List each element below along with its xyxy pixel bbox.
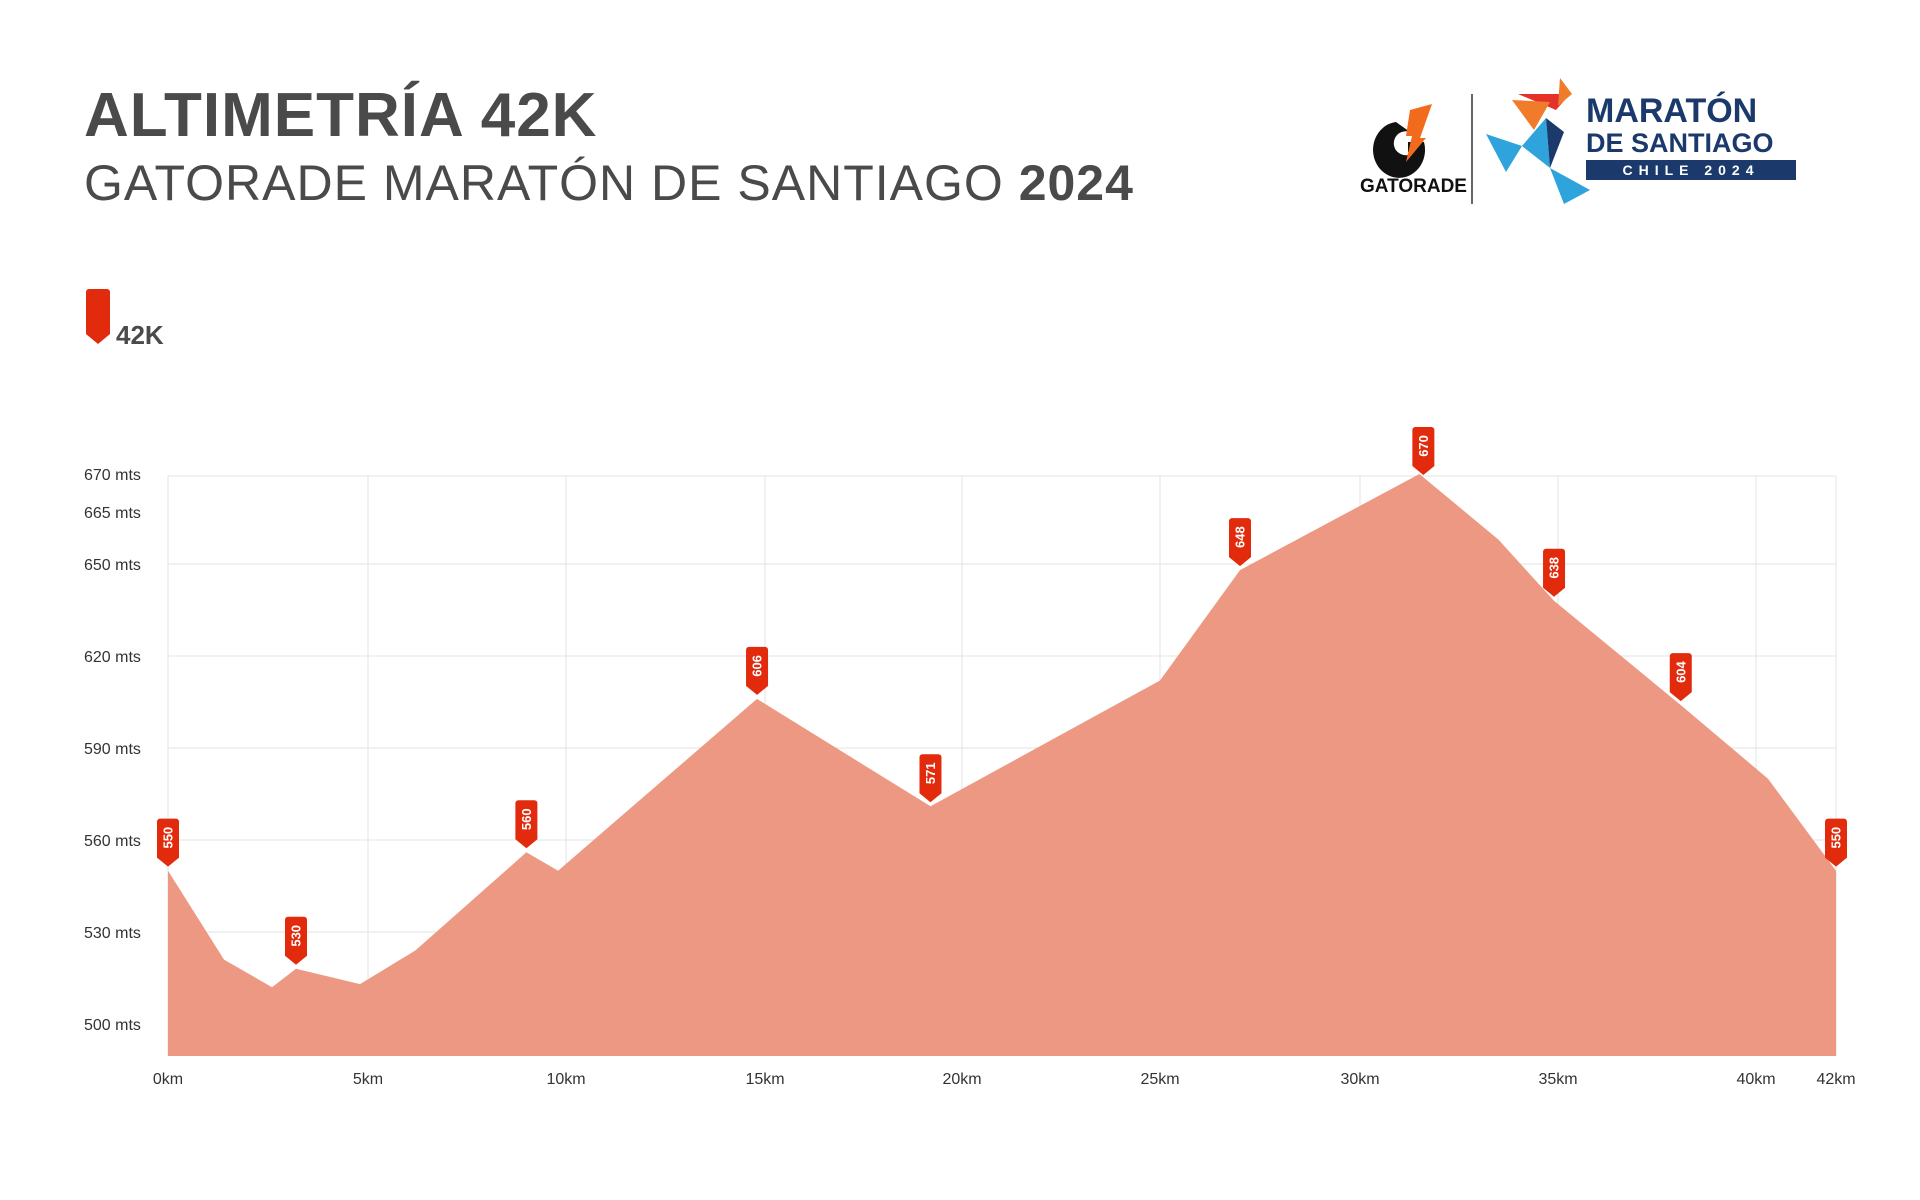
elevation-marker: 604 [1669, 653, 1692, 702]
elevation-marker-label: 550 [1829, 827, 1844, 849]
x-tick-label: 40km [1736, 1071, 1775, 1088]
elevation-marker-label: 638 [1547, 557, 1562, 579]
y-tick-label: 665 mts [84, 505, 141, 522]
maraton-wordmark-line3: CHILE 2024 [1622, 162, 1759, 178]
y-tick-label: 500 mts [84, 1017, 141, 1034]
chart-subtitle: GATORADE MARATÓN DE SANTIAGO 2024 [84, 152, 1134, 214]
elevation-marker: 550 [157, 818, 179, 867]
elevation-marker: 638 [1543, 548, 1566, 597]
elevation-marker-label: 571 [923, 762, 938, 784]
elevation-marker-pin [919, 754, 942, 803]
legend-label: 42K [116, 320, 164, 350]
elevation-marker-pin [157, 818, 179, 867]
elevation-marker-pin [1669, 653, 1692, 702]
subtitle-event: GATORADE MARATÓN DE SANTIAGO [84, 155, 1004, 211]
elevation-marker: 606 [746, 646, 769, 695]
elevation-marker: 670 [1412, 426, 1435, 475]
sponsor-logos: GATORADE MARATÓN DE SANTIAGO CHILE 2024 [1360, 78, 1796, 204]
elevation-marker: 571 [919, 754, 942, 803]
gatorade-wordmark: GATORADE [1360, 176, 1467, 197]
elevation-marker-label: 560 [519, 808, 534, 830]
elevation-marker-label: 648 [1233, 526, 1248, 548]
elevation-marker-label: 604 [1673, 660, 1688, 682]
elevation-marker-pin [515, 800, 538, 849]
elevation-marker-pin [1229, 518, 1251, 567]
elevation-marker-pin [1825, 818, 1847, 867]
x-tick-label: 42km [1816, 1071, 1855, 1088]
elevation-marker-pin [1543, 548, 1566, 597]
subtitle-year: 2024 [1018, 155, 1134, 211]
elevation-marker: 648 [1229, 518, 1251, 567]
elevation-marker: 530 [285, 916, 307, 965]
x-axis: 0km 5km 10km 15km 20km 25km 30km 35km 40km 42km [153, 1071, 1856, 1088]
elevation-marker-label: 530 [289, 925, 304, 947]
y-tick-label: 530 mts [84, 925, 141, 942]
y-tick-label: 590 mts [84, 741, 141, 758]
x-tick-label: 35km [1538, 1071, 1577, 1088]
elevation-marker-pin [285, 916, 307, 965]
x-tick-label: 30km [1340, 1071, 1379, 1088]
maraton-runner-icon [1486, 78, 1590, 204]
elevation-area-42k [168, 474, 1836, 1056]
x-tick-label: 5km [353, 1071, 383, 1088]
elevation-marker-label: 670 [1416, 435, 1431, 457]
x-tick-label: 25km [1140, 1071, 1179, 1088]
x-tick-label: 15km [745, 1071, 784, 1088]
legend-marker-icon [86, 289, 110, 344]
elevation-markers: 550 530 560 606 571 648 670 638 604 550 [157, 426, 1847, 965]
maraton-year-band [1586, 160, 1796, 180]
title-block: ALTIMETRÍA 42K GATORADE MARATÓN DE SANTI… [84, 80, 1134, 214]
elevation-marker: 550 [1825, 818, 1847, 867]
elevation-marker-label: 606 [750, 655, 765, 677]
y-tick-label: 620 mts [84, 649, 141, 666]
maraton-wordmark-line2: DE SANTIAGO [1586, 128, 1774, 158]
gatorade-logo: GATORADE [1360, 104, 1467, 197]
chart-title: ALTIMETRÍA 42K [84, 81, 598, 150]
area-layer [168, 474, 1836, 1056]
y-tick-label: 650 mts [84, 557, 141, 574]
y-tick-label: 560 mts [84, 833, 141, 850]
x-tick-label: 10km [546, 1071, 585, 1088]
legend: 42K [84, 288, 284, 350]
elevation-marker-pin [746, 646, 769, 695]
x-tick-label: 20km [942, 1071, 981, 1088]
x-tick-label: 0km [153, 1071, 183, 1088]
y-axis: 500 mts 530 mts 560 mts 590 mts 620 mts 650 m… [84, 467, 141, 1034]
y-tick-label: 670 mts [84, 467, 141, 484]
elevation-marker-label: 550 [161, 827, 176, 849]
maraton-wordmark-line1: MARATÓN [1586, 92, 1757, 130]
elevation-marker: 560 [515, 800, 538, 849]
elevation-marker-pin [1412, 426, 1435, 475]
